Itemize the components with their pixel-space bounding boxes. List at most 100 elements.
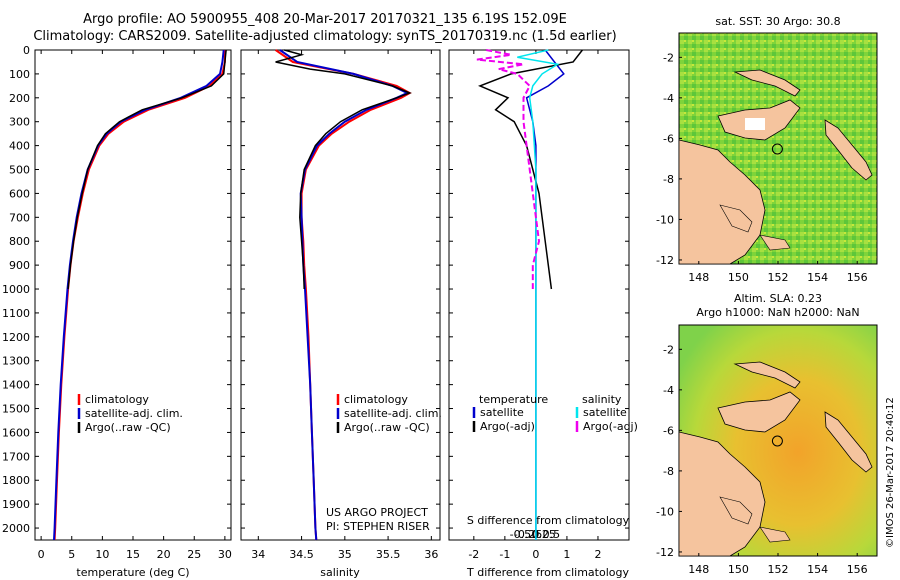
temperature-xtick-label: 30	[218, 548, 232, 561]
depth-tick-label: 600	[9, 187, 30, 200]
differences-xtick-label: -1	[499, 548, 510, 561]
legend-label: satellite-adj. clim.	[344, 407, 442, 420]
temperature-line-argo-raw-qc-	[67, 49, 227, 290]
sla_map-lat-label: -6	[663, 424, 674, 437]
imos-timestamp: ©IMOS 26-Mar-2017 20:40:12	[885, 397, 896, 548]
sst_map-lat-label: -10	[656, 213, 674, 226]
sst_map-lat-label: -2	[663, 51, 674, 64]
sla-map-title-line1: Altim. SLA: 0.23	[734, 292, 822, 305]
depth-tick-label: 100	[9, 68, 30, 81]
sst_map-lat-label: -4	[663, 92, 674, 105]
depth-tick-label: 400	[9, 140, 30, 153]
depth-tick-label: 1000	[2, 283, 30, 296]
sst-map-land-islands	[719, 204, 791, 251]
sst_map-lon-label: 148	[688, 271, 709, 284]
depth-tick-label: 500	[9, 164, 30, 177]
temperature-xtick-label: 10	[95, 548, 109, 561]
sla_map-lon-label: 148	[688, 563, 709, 576]
sla_map-lat-label: -10	[656, 505, 674, 518]
sst-map	[678, 32, 878, 265]
salinity-xtick-label: 34	[251, 548, 265, 561]
salinity-xtick-label: 36	[424, 548, 438, 561]
differences-xtick-label: 2	[594, 548, 601, 561]
legend-label: climatology	[344, 393, 408, 406]
salinity-xtick-label: 35.5	[376, 548, 401, 561]
salinity-plot-frame	[240, 49, 441, 541]
temperature-plot-frame	[34, 49, 232, 541]
differences-xtick-label: -2	[468, 548, 479, 561]
sst-map-land-new-ireland	[733, 69, 801, 97]
legend-label: satellite-adj. clim.	[85, 407, 183, 420]
depth-tick-label: 200	[9, 92, 30, 105]
sst_map-lat-label: -8	[663, 173, 674, 186]
depth-tick-label: 1100	[2, 307, 30, 320]
sst-map-argo-marker	[771, 143, 783, 155]
sla-map-land-bougainville	[824, 411, 873, 473]
differences-line-salinity-satellite	[517, 49, 560, 540]
sla-map-land-islands	[719, 496, 791, 543]
difference-xlabel-top: S difference from climatology	[467, 514, 630, 527]
sst_map-lon-label: 150	[728, 271, 749, 284]
depth-tick-label: 1200	[2, 331, 30, 344]
sla_map-lat-label: -2	[663, 343, 674, 356]
depth-tick-label: 900	[9, 259, 30, 272]
sla_map-lon-label: 156	[847, 563, 868, 576]
sla_map-lat-label: -8	[663, 465, 674, 478]
sla_map-lon-label: 152	[768, 563, 789, 576]
depth-tick-label: 300	[9, 116, 30, 129]
legend-label: Argo(-adj)	[583, 420, 638, 433]
depth-tick-label: 0	[23, 44, 30, 57]
differences-xtick-label: 0	[532, 548, 539, 561]
sst_map-lat-label: -6	[663, 132, 674, 145]
temperature-xtick-label: 15	[126, 548, 140, 561]
sla-map	[678, 324, 878, 557]
salinity-difference-tick-label: -0.5	[510, 528, 531, 541]
depth-tick-label: 700	[9, 211, 30, 224]
figure-title-line1: Argo profile: AO 5900955_408 20-Mar-2017…	[83, 12, 567, 27]
temperature-xtick-label: 20	[157, 548, 171, 561]
difference-xlabel-bottom: T difference from climatology	[466, 566, 629, 579]
sst_map-lon-label: 154	[807, 271, 828, 284]
differences-line-temperature-argo-adj-	[478, 49, 583, 290]
depth-tick-label: 1300	[2, 355, 30, 368]
temperature-xtick-label: 0	[38, 548, 45, 561]
temperature-xtick-label: 5	[68, 548, 75, 561]
sla-map-title-line2: Argo h1000: NaN h2000: NaN	[696, 306, 859, 319]
sst-map-land-bougainville	[824, 119, 873, 181]
salinity-line-argo-raw-qc-	[275, 49, 412, 290]
salinity-difference-tick-label: 0.5	[543, 528, 561, 541]
sla-map-land-png	[679, 431, 766, 556]
sla_map-lon-label: 150	[728, 563, 749, 576]
depth-tick-label: 1600	[2, 426, 30, 439]
sst_map-lon-label: 156	[847, 271, 868, 284]
project-name: US ARGO PROJECT	[326, 506, 428, 519]
legend-label: Argo(..raw -QC)	[344, 421, 430, 434]
legend-label: satellite	[480, 406, 524, 419]
sla-map-argo-marker	[771, 435, 783, 447]
legend-title-temperature: temperature	[479, 393, 548, 406]
salinity-difference-tick-label: 0.25	[531, 528, 556, 541]
differences-xtick-label: 1	[563, 548, 570, 561]
depth-tick-label: 1500	[2, 403, 30, 416]
legend-label: satellite	[583, 406, 627, 419]
depth-tick-label: 1400	[2, 379, 30, 392]
figure-title-line2: Climatology: CARS2009. Satellite-adjuste…	[33, 29, 617, 44]
temperature-xtick-label: 25	[187, 548, 201, 561]
temperature-xlabel: temperature (deg C)	[76, 566, 189, 579]
difference-plot-frame	[448, 49, 630, 541]
sst-map-land-png	[679, 139, 766, 264]
project-pi: PI: STEPHEN RISER	[326, 520, 430, 533]
depth-tick-label: 2000	[2, 522, 30, 535]
sla_map-lat-label: -12	[656, 546, 674, 559]
sla_map-lon-label: 154	[807, 563, 828, 576]
sla-map-land-new-britain	[717, 391, 801, 433]
sst_map-lon-label: 152	[768, 271, 789, 284]
legend-label: climatology	[85, 393, 149, 406]
depth-tick-label: 1900	[2, 498, 30, 511]
depth-tick-label: 1800	[2, 474, 30, 487]
depth-tick-label: 1700	[2, 450, 30, 463]
salinity-xlabel: salinity	[320, 566, 360, 579]
sst-map-title: sat. SST: 30 Argo: 30.8	[715, 15, 840, 28]
salinity-xtick-label: 34.5	[289, 548, 314, 561]
